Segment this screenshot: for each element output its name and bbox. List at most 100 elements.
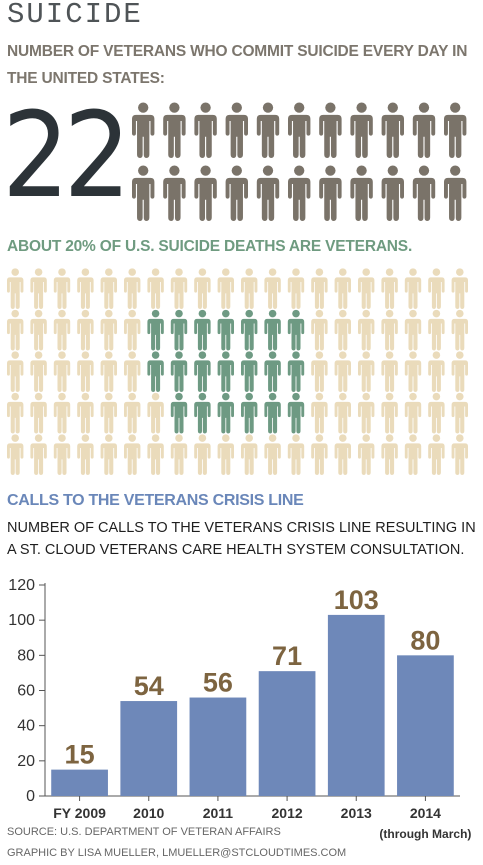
person-icon <box>451 434 468 475</box>
category-label: 2014 <box>410 805 441 821</box>
person-icon <box>444 102 467 158</box>
person-icon <box>451 268 468 309</box>
person-icon <box>100 309 117 351</box>
person-icon <box>170 268 188 309</box>
person-icon <box>194 165 217 221</box>
y-tick-label: 40 <box>17 718 35 735</box>
person-icon <box>194 268 211 309</box>
category-label: 2012 <box>272 805 303 821</box>
graphic-credit: GRAPHIC BY LISA MUELLER, LMUELLER@STCLOU… <box>7 847 347 859</box>
person-icon <box>256 102 280 158</box>
person-icon <box>311 309 328 351</box>
veteran-person-icon <box>287 392 305 434</box>
bar-value-label: 54 <box>134 671 164 701</box>
person-icon <box>404 351 422 392</box>
veteran-person-icon <box>287 309 305 351</box>
person-icon <box>288 165 311 221</box>
person-icon <box>428 434 445 475</box>
bar <box>120 701 178 796</box>
person-icon <box>444 165 467 221</box>
person-icon <box>264 268 281 309</box>
y-tick-label: 60 <box>17 683 35 700</box>
person-icon <box>124 434 141 475</box>
person-icon <box>53 351 71 392</box>
y-tick-label: 80 <box>17 647 35 664</box>
person-icon <box>334 434 351 475</box>
bar <box>258 671 316 796</box>
category-note: (through March) <box>379 827 471 841</box>
person-icon <box>451 309 468 351</box>
person-icon <box>147 434 164 475</box>
person-icon <box>428 351 445 392</box>
person-icon <box>334 392 351 434</box>
calls-bar-chart: 0 20 40 60 80 100 120 15 FY 2009 54 2010 56 2011 71 20… <box>8 577 471 841</box>
person-icon <box>311 434 328 475</box>
person-icon <box>404 392 422 434</box>
person-icon <box>381 351 398 392</box>
person-icon <box>428 309 445 351</box>
daily-suicide-number: 22 <box>2 86 131 224</box>
person-icon <box>358 434 375 475</box>
person-icon <box>194 434 211 475</box>
person-icon <box>170 434 188 475</box>
person-icon <box>124 392 141 434</box>
person-icon <box>412 165 436 221</box>
person-icon <box>404 434 422 475</box>
veteran-person-icon <box>264 392 281 434</box>
category-label: 2010 <box>133 805 164 821</box>
veteran-person-icon <box>217 392 234 434</box>
person-icon <box>7 434 24 475</box>
person-icon <box>451 392 468 434</box>
person-icon <box>30 434 47 475</box>
page-title: SUICIDE <box>7 0 143 31</box>
person-icon <box>334 268 351 309</box>
daily-veteran-icons <box>132 102 467 221</box>
person-icon <box>311 392 328 434</box>
person-icon <box>194 102 217 158</box>
person-icon <box>53 309 71 351</box>
person-icon <box>77 434 94 475</box>
person-icon <box>53 392 71 434</box>
person-icon <box>147 268 164 309</box>
person-icon <box>404 268 422 309</box>
person-icon <box>287 434 305 475</box>
calls-subheading: NUMBER OF CALLS TO THE VETERANS CRISIS L… <box>7 520 476 558</box>
veteran-person-icon <box>170 392 188 434</box>
person-icon <box>404 309 422 351</box>
person-icon <box>264 434 281 475</box>
veteran-person-icon <box>194 309 211 351</box>
source-note: SOURCE: U.S. DEPARTMENT OF VETERAN AFFAI… <box>7 826 281 838</box>
person-icon <box>30 351 47 392</box>
person-icon <box>381 102 404 158</box>
person-icon <box>428 392 445 434</box>
person-icon <box>358 309 375 351</box>
bar <box>397 655 454 796</box>
veteran-person-icon <box>147 351 164 392</box>
person-icon <box>311 268 328 309</box>
person-icon <box>100 434 117 475</box>
y-tick-label: 100 <box>8 612 35 629</box>
person-icon <box>319 102 342 158</box>
person-icon <box>358 392 375 434</box>
person-icon <box>124 351 141 392</box>
category-label: 2011 <box>203 805 234 821</box>
person-icon <box>350 102 373 158</box>
person-icon <box>77 392 94 434</box>
person-icon <box>381 392 398 434</box>
person-icon <box>7 309 24 351</box>
person-icon <box>30 392 47 434</box>
person-icon <box>77 309 94 351</box>
veteran-person-icon <box>241 309 258 351</box>
veteran-person-icon <box>217 309 234 351</box>
veteran-person-icon <box>194 351 211 392</box>
person-icon <box>225 165 248 221</box>
veteran-person-icon <box>147 309 164 351</box>
person-icon <box>7 268 24 309</box>
person-icon <box>241 268 258 309</box>
bar-value-label: 71 <box>272 641 302 671</box>
person-icon <box>287 268 305 309</box>
person-icon <box>451 351 468 392</box>
person-icon <box>30 268 47 309</box>
veterans-per-day-heading: NUMBER OF VETERANS WHO COMMIT SUICIDE EV… <box>7 43 468 87</box>
person-icon <box>358 351 375 392</box>
